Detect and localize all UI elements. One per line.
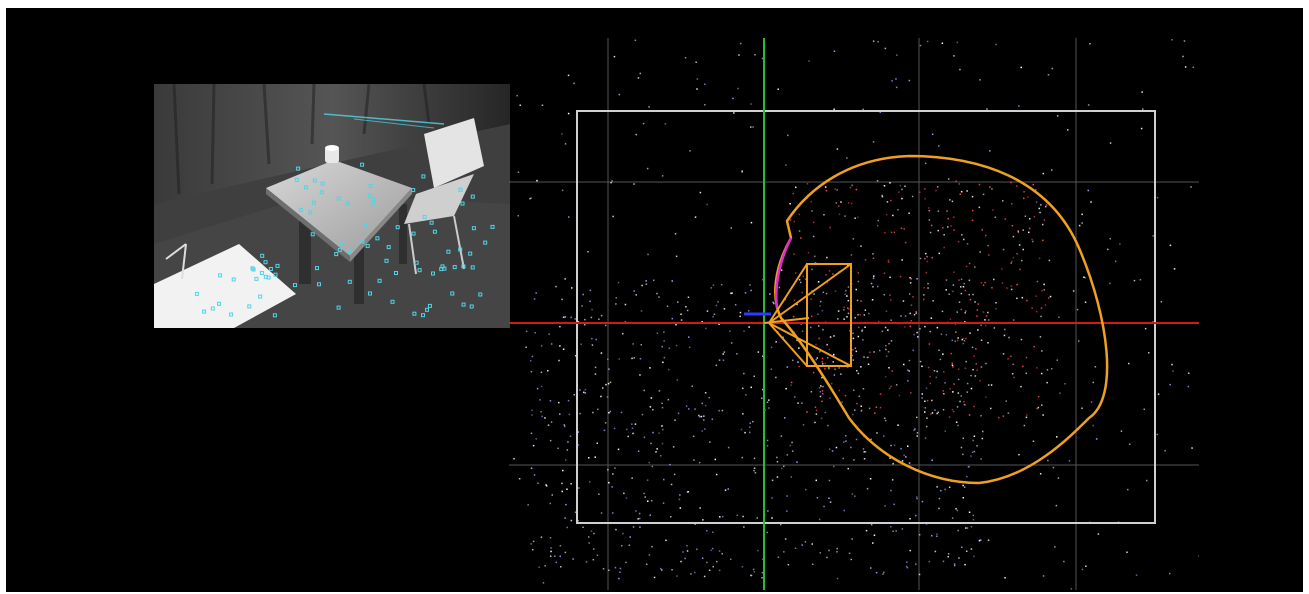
chair-left (154, 244, 296, 328)
camera-frame-image (154, 84, 510, 328)
table-legs (299, 204, 407, 304)
camera-frame-view (154, 84, 510, 328)
current-camera-frustum (763, 263, 852, 367)
table (266, 160, 412, 256)
point-cloud (513, 39, 1199, 590)
feature-points (194, 162, 495, 318)
grid (509, 38, 1199, 590)
map-bounds (576, 110, 1156, 524)
recent-path (775, 237, 793, 309)
map-canvas[interactable] (509, 38, 1199, 590)
map-3d-view[interactable] (509, 38, 1199, 590)
camera-trajectory (774, 154, 1109, 485)
chair-right (424, 118, 484, 188)
slam-viewer-canvas[interactable] (6, 8, 1303, 592)
cup (325, 147, 339, 163)
